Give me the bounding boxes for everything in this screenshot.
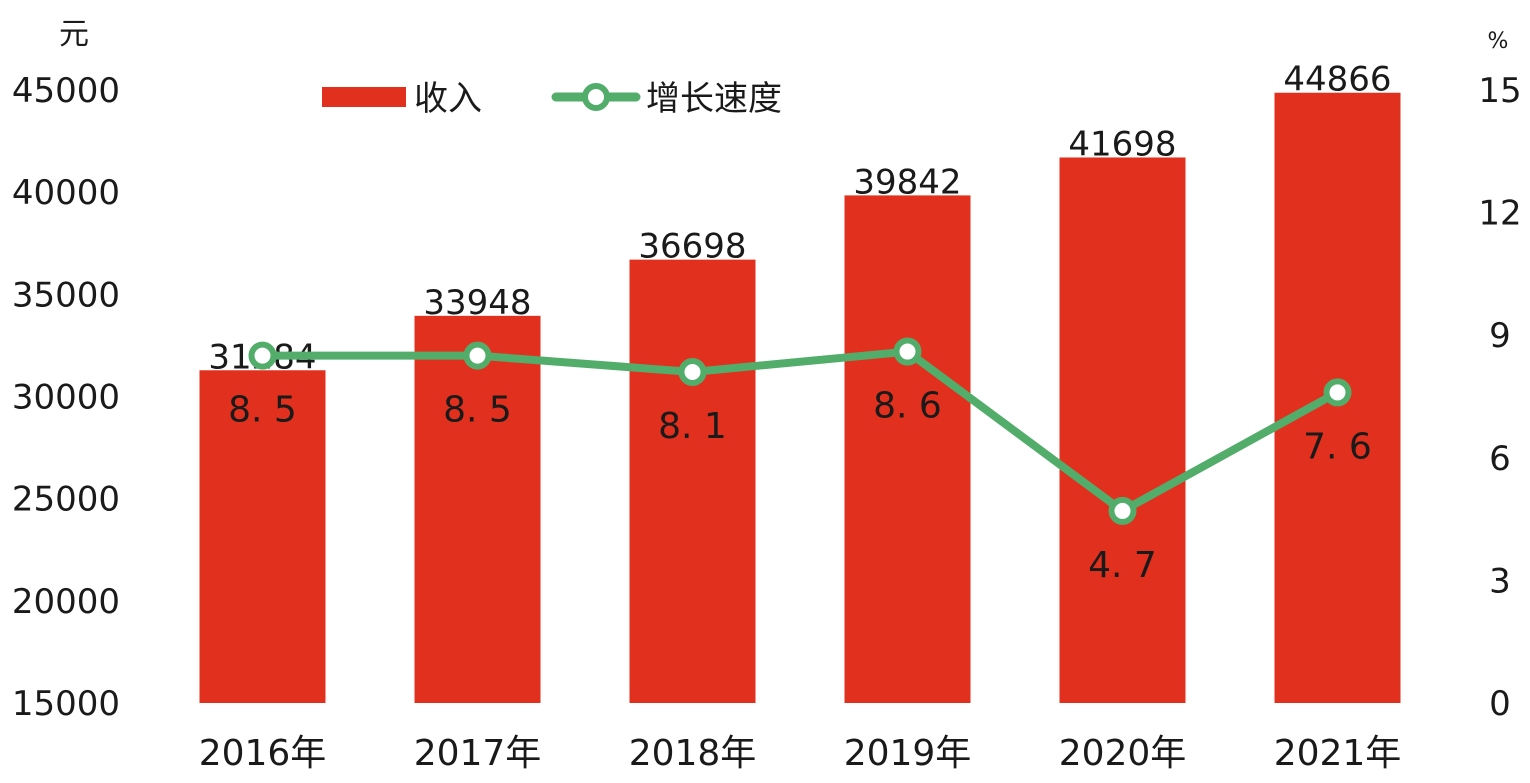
bar: [629, 259, 756, 703]
left-tick-label: 15000: [12, 684, 120, 724]
left-tick-label: 25000: [12, 480, 120, 520]
rate-value-label: 8. 6: [873, 386, 942, 427]
rate-point: [678, 357, 707, 386]
bar-value-label: 44866: [1283, 60, 1391, 100]
bar-labels: 312843394836698398424169844866: [208, 60, 1391, 378]
bar-value-label: 33948: [423, 283, 531, 323]
rate-value-label: 8. 5: [228, 390, 297, 431]
legend-bar-label: 收入: [414, 79, 482, 119]
rate-line: [262, 347, 1340, 515]
right-tick-label: 9: [1489, 316, 1511, 356]
x-category-label: 2018年: [629, 733, 757, 774]
x-axis-labels: 2016年 2017年 2018年 2019年 2020年 2021年: [199, 733, 1402, 774]
line-series: [248, 337, 1352, 525]
legend-line-marker: [582, 83, 610, 111]
bar-value-label: 41698: [1068, 124, 1176, 164]
left-axis-unit: 元: [59, 17, 89, 52]
rate-labels: 8. 5 8. 5 8. 1 8. 6 4. 7 7. 6: [228, 386, 1372, 586]
left-tick-label: 45000: [12, 71, 120, 111]
x-category-label: 2017年: [414, 733, 542, 774]
legend: 收入 增长速度: [322, 79, 782, 119]
left-axis-ticks: 15000 20000 25000 30000 35000 40000 45000: [12, 71, 120, 724]
right-tick-label: 12: [1478, 194, 1521, 234]
rate-point: [1108, 496, 1137, 525]
bar-value-label: 39842: [853, 162, 961, 202]
bar: [414, 315, 541, 703]
bar: [199, 370, 326, 703]
left-tick-label: 30000: [12, 378, 120, 418]
left-tick-label: 20000: [12, 582, 120, 622]
rate-value-label: 4. 7: [1088, 545, 1157, 586]
rate-point: [893, 337, 922, 366]
right-tick-label: 3: [1489, 561, 1511, 601]
right-tick-label: 6: [1489, 439, 1511, 479]
bar: [844, 195, 971, 703]
x-category-label: 2019年: [844, 733, 972, 774]
right-tick-label: 15: [1478, 71, 1521, 111]
legend-bar-swatch: [322, 87, 406, 107]
left-tick-label: 35000: [12, 275, 120, 315]
rate-point: [248, 341, 277, 370]
rate-value-label: 8. 1: [658, 406, 727, 447]
left-tick-label: 40000: [12, 173, 120, 213]
right-axis-unit: %: [1488, 29, 1509, 54]
x-category-label: 2016年: [199, 733, 327, 774]
rate-value-label: 8. 5: [443, 390, 512, 431]
right-axis-ticks: 0 3 6 9 12 15: [1478, 71, 1521, 724]
rate-value-label: 7. 6: [1303, 426, 1372, 467]
legend-line-label: 增长速度: [646, 79, 782, 119]
x-category-label: 2021年: [1274, 733, 1402, 774]
bar-series: [199, 92, 1401, 704]
bar-value-label: 36698: [638, 227, 746, 267]
bar: [1059, 157, 1186, 703]
x-category-label: 2020年: [1059, 733, 1187, 774]
right-tick-label: 0: [1489, 684, 1511, 724]
rate-point: [463, 341, 492, 370]
rate-point: [1323, 378, 1352, 407]
